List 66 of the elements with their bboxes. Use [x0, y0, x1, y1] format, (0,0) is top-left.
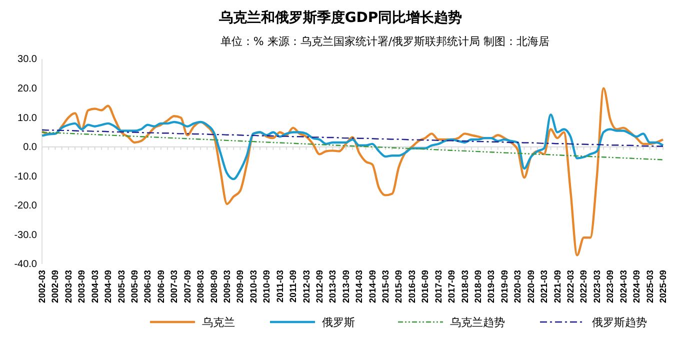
legend-label: 乌克兰趋势 — [450, 316, 505, 329]
y-tick-label: 30.0 — [18, 54, 38, 66]
x-tick-label: 2003-03 — [63, 270, 74, 304]
x-tick-label: 2007-09 — [182, 270, 192, 304]
x-tick-label: 2023-09 — [605, 270, 616, 304]
x-tick-label: 2013-03 — [328, 270, 338, 304]
x-tick-label: 2003-09 — [76, 270, 87, 304]
x-tick-label: 2016-09 — [420, 270, 430, 304]
chart-subtitle: 单位：% 来源：乌克兰国家统计署/俄罗斯联邦统计局 制图：北海居 — [220, 35, 550, 48]
x-tick-label: 2010-09 — [262, 270, 272, 304]
y-tick-label: -30.0 — [14, 230, 38, 241]
x-tick-label: 2019-03 — [486, 270, 496, 304]
x-tick-label: 2010-03 — [248, 270, 258, 304]
x-tick-label: 2021-03 — [539, 270, 550, 304]
x-tick-label: 2017-03 — [433, 270, 444, 304]
x-tick-label: 2008-09 — [208, 270, 219, 304]
y-tick-label: 10.0 — [18, 112, 38, 124]
chart-title: 乌克兰和俄罗斯季度GDP同比增长趋势 — [218, 9, 462, 26]
x-tick-label: 2009-03 — [222, 270, 232, 304]
x-tick-label: 2023-03 — [592, 270, 602, 304]
x-tick-label: 2018-03 — [460, 270, 470, 304]
x-tick-label: 2008-03 — [196, 270, 206, 304]
x-tick-label: 2017-09 — [446, 270, 457, 304]
y-tick-label: -40.0 — [14, 259, 38, 270]
x-tick-label: 2012-03 — [301, 270, 312, 304]
x-tick-label: 2009-09 — [235, 270, 246, 304]
y-tick-label: 0.0 — [23, 142, 38, 154]
x-tick-label: 2005-09 — [129, 270, 140, 304]
legend-label: 俄罗斯趋势 — [592, 316, 647, 329]
x-tick-label: 2024-09 — [632, 270, 642, 304]
x-tick-label: 2014-09 — [367, 270, 378, 304]
x-tick-label: 2020-09 — [526, 270, 536, 304]
x-tick-label: 2011-09 — [288, 270, 298, 303]
x-tick-label: 2004-03 — [90, 270, 100, 304]
x-tick-label: 2012-09 — [314, 270, 324, 304]
x-tick-label: 2016-03 — [406, 270, 417, 304]
x-tick-label: 2022-09 — [578, 270, 589, 304]
line-series — [40, 87, 664, 256]
x-tick-label: 2019-09 — [499, 270, 510, 304]
x-tick-label: 2014-03 — [354, 270, 364, 304]
x-tick-label: 2013-09 — [340, 270, 351, 304]
x-tick-label: 2021-09 — [552, 270, 562, 304]
line-series — [40, 114, 664, 180]
legend-label: 俄罗斯 — [322, 316, 355, 329]
y-tick-label: -20.0 — [14, 200, 38, 212]
y-tick-label: -10.0 — [14, 171, 38, 182]
x-tick-label: 2025-09 — [658, 270, 668, 304]
line-series — [41, 132, 664, 160]
line-series — [41, 129, 664, 147]
x-tick-label: 2006-09 — [156, 270, 166, 304]
x-tick-label: 2007-03 — [169, 270, 180, 304]
y-tick-label: 20.0 — [18, 83, 38, 94]
x-tick-label: 2004-09 — [103, 270, 114, 304]
x-tick-label: 2015-09 — [394, 270, 404, 304]
x-tick-label: 2025-03 — [644, 270, 655, 304]
x-tick-label: 2002-03 — [37, 270, 47, 304]
x-tick-label: 2011-03 — [274, 270, 285, 303]
x-tick-label: 2020-03 — [512, 270, 523, 304]
x-tick-label: 2006-03 — [142, 270, 153, 304]
x-tick-label: 2005-03 — [116, 270, 126, 304]
legend-label: 乌克兰 — [202, 316, 235, 329]
x-tick-label: 2024-03 — [618, 270, 628, 304]
x-tick-label: 2002-09 — [50, 270, 60, 304]
x-tick-label: 2022-03 — [566, 270, 576, 304]
x-tick-label: 2018-09 — [473, 270, 484, 304]
x-tick-label: 2015-03 — [380, 270, 391, 304]
